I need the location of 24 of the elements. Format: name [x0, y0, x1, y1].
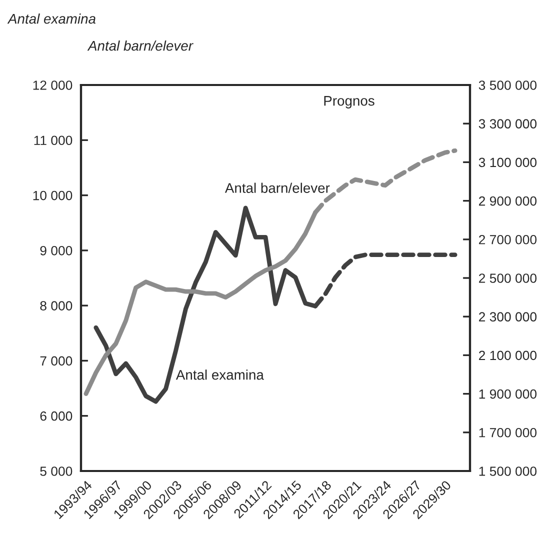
y-tick-label: 11 000	[34, 136, 72, 146]
series-label: Antal examina	[176, 370, 264, 380]
y-tick-label: 10 000	[33, 190, 72, 200]
annotation: Prognos	[324, 96, 374, 108]
y2-tick-label: 1 900 000	[479, 389, 537, 399]
series-label: Antal barn/elever	[224, 182, 330, 193]
y2-tick-label: 3 100 000	[478, 158, 537, 168]
y2-tick-label: 1 500 000	[479, 466, 537, 476]
y2-tick-label: 2 900 000	[478, 196, 537, 206]
y2-tick-label: 3 500 000	[478, 80, 537, 90]
y-tick-label: 7 000	[40, 356, 72, 366]
y-tick-label: 12 000	[33, 80, 72, 90]
text: Antal examina	[7, 14, 96, 24]
y-tick-label: 5 000	[40, 466, 72, 476]
y-tick-label: 9 000	[40, 246, 72, 256]
y2-tick-label: 2 100 000	[478, 350, 537, 360]
y2-tick-label: 2 300 000	[478, 312, 537, 322]
y2-tick-label: 2 700 000	[478, 234, 537, 244]
y2-tick-label: 1 700 000	[479, 428, 537, 438]
y-tick-label: 8 000	[40, 301, 72, 310]
y2-tick-label: 2 500 000	[478, 274, 537, 283]
y2-tick-label: 3 300 000	[478, 119, 537, 129]
y-tick-label: 6 000	[40, 411, 72, 421]
text: Antal barn/elever	[87, 40, 194, 51]
